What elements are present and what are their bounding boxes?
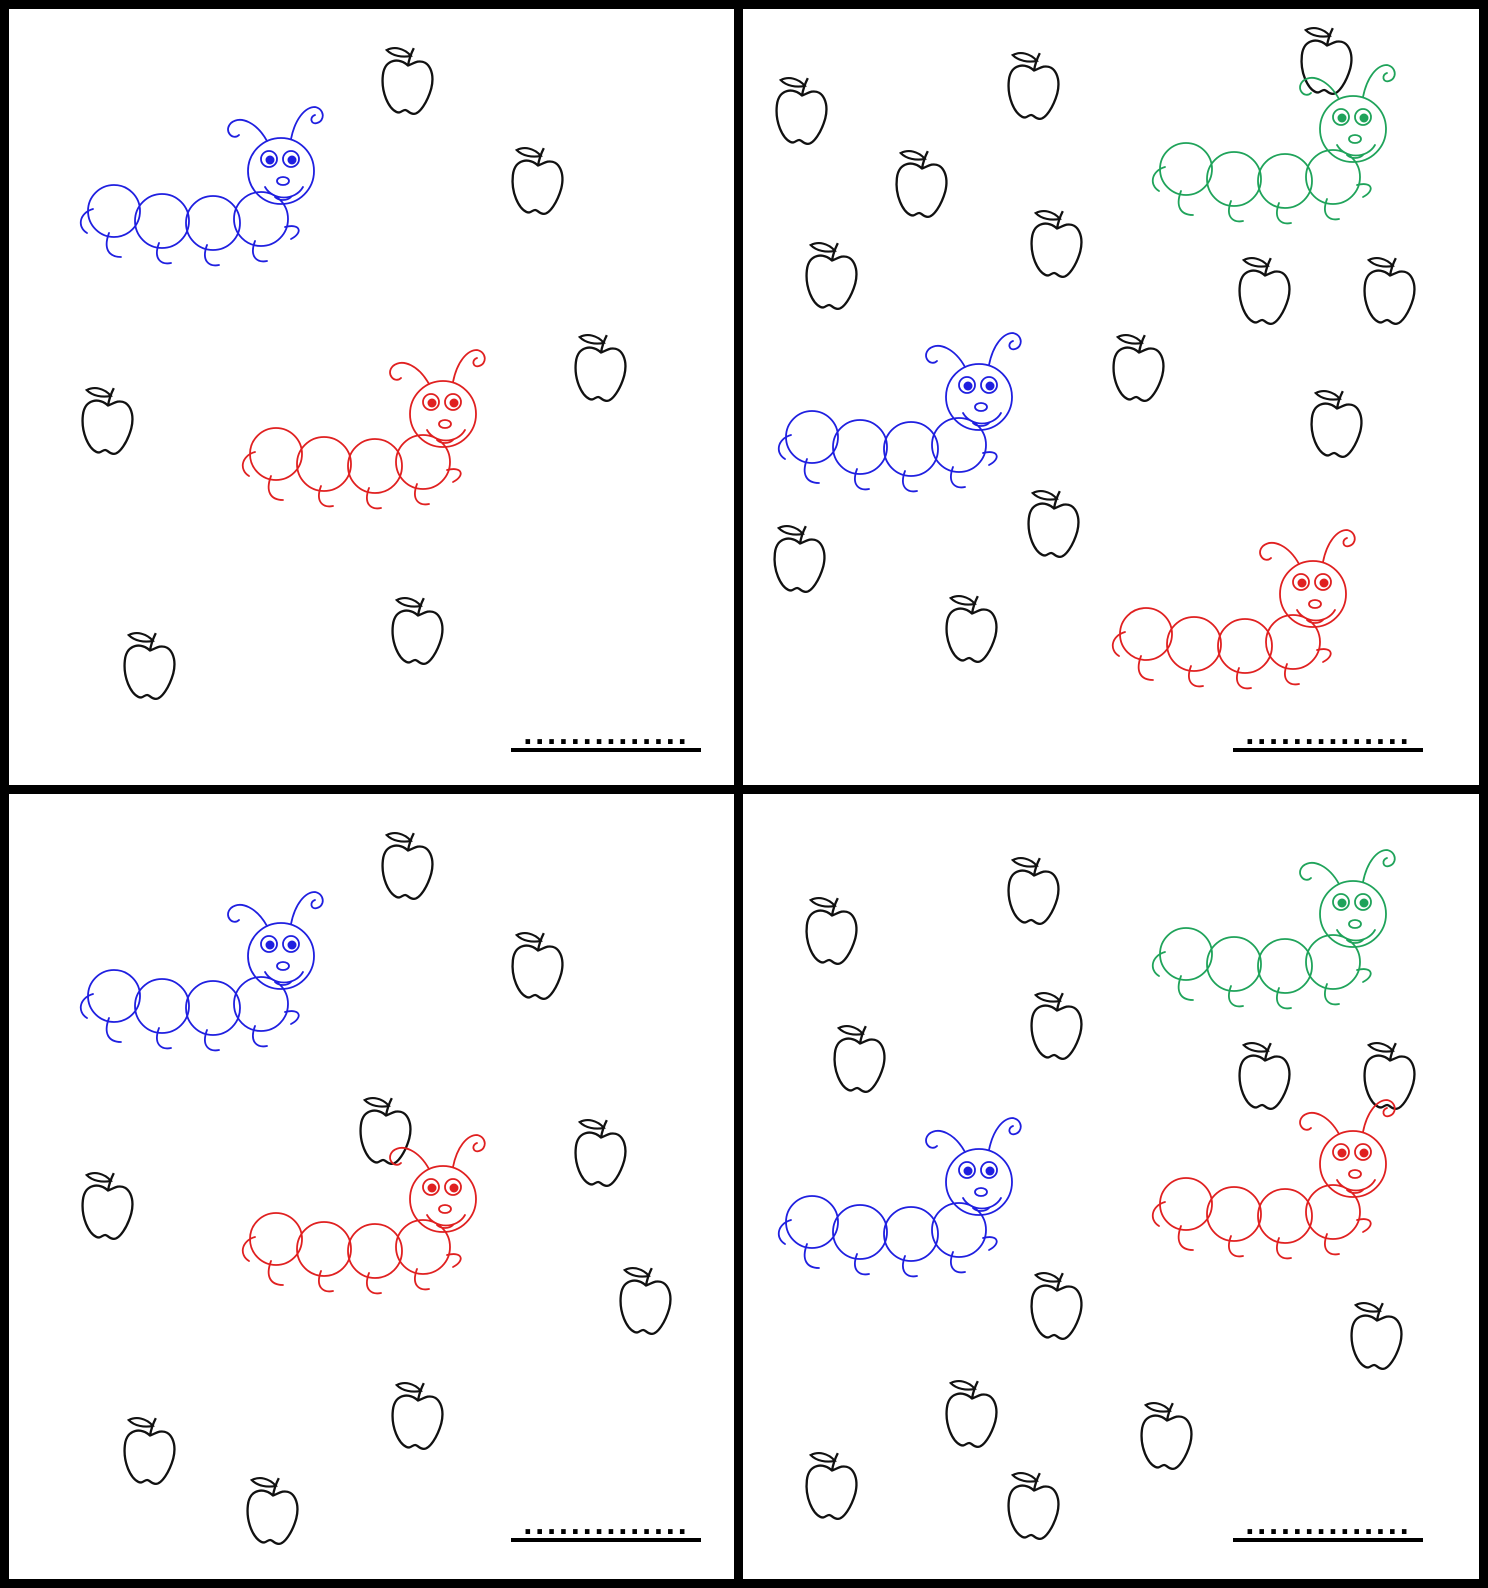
blue-caterpillar-icon [79, 891, 324, 1052]
answer-blank[interactable]: .............. [511, 1513, 701, 1542]
panel-art [79, 46, 627, 701]
apple-icon [805, 1451, 858, 1521]
apple-icon [895, 149, 948, 219]
apple-icon [1007, 51, 1060, 121]
apple-icon [381, 46, 434, 116]
apple-icon [81, 1171, 134, 1241]
apple-icon [574, 1118, 627, 1188]
green-caterpillar-icon [1151, 849, 1396, 1010]
worksheet-panel-bottom-left: .............. [0, 785, 743, 1588]
green-caterpillar-icon [1151, 64, 1396, 225]
apple-icon [381, 831, 434, 901]
apple-icon [773, 524, 826, 594]
apple-icon [1238, 1041, 1291, 1111]
apple-icon [81, 386, 134, 456]
apple-icon [1030, 991, 1083, 1061]
apple-icon [246, 1476, 299, 1546]
apple-icon [391, 596, 444, 666]
apple-icon [1007, 1471, 1060, 1541]
apple-icon [123, 1416, 176, 1486]
red-caterpillar-icon [1111, 529, 1356, 690]
apple-icon [833, 1024, 886, 1094]
apple-icon [1030, 209, 1083, 279]
blue-caterpillar-icon [79, 106, 324, 267]
apple-icon [805, 241, 858, 311]
apple-icon [1363, 256, 1416, 326]
apple-icon [1350, 1301, 1403, 1371]
apple-icon [619, 1266, 672, 1336]
apple-icon [123, 631, 176, 701]
apple-icon [1112, 333, 1165, 403]
apple-icon [1363, 1041, 1416, 1111]
apple-icon [511, 931, 564, 1001]
apple-icon [945, 594, 998, 664]
panel-art [777, 849, 1416, 1541]
apple-icon [1140, 1401, 1193, 1471]
apple-icon [1027, 489, 1080, 559]
apple-icon [805, 896, 858, 966]
blue-caterpillar-icon [777, 1117, 1022, 1278]
blue-caterpillar-icon [777, 332, 1022, 493]
worksheet-panel-top-left: .............. [0, 0, 743, 794]
apple-icon [945, 1379, 998, 1449]
apple-icon [574, 333, 627, 403]
apple-icon [359, 1096, 412, 1166]
apple-icon [511, 146, 564, 216]
panel-art [773, 26, 1416, 690]
answer-blank[interactable]: .............. [1233, 723, 1423, 752]
panel-art [79, 831, 672, 1546]
apple-icon [1238, 256, 1291, 326]
red-caterpillar-icon [241, 1134, 486, 1295]
answer-blank[interactable]: .............. [1233, 1513, 1423, 1542]
apple-icon [775, 76, 828, 146]
answer-blank[interactable]: .............. [511, 723, 701, 752]
apple-icon [391, 1381, 444, 1451]
worksheet-panel-bottom-right: .............. [734, 785, 1488, 1588]
apple-icon [1007, 856, 1060, 926]
worksheet-panel-top-right: .............. [734, 0, 1488, 794]
red-caterpillar-icon [1151, 1099, 1396, 1260]
apple-icon [1030, 1271, 1083, 1341]
apple-icon [1310, 389, 1363, 459]
red-caterpillar-icon [241, 349, 486, 510]
